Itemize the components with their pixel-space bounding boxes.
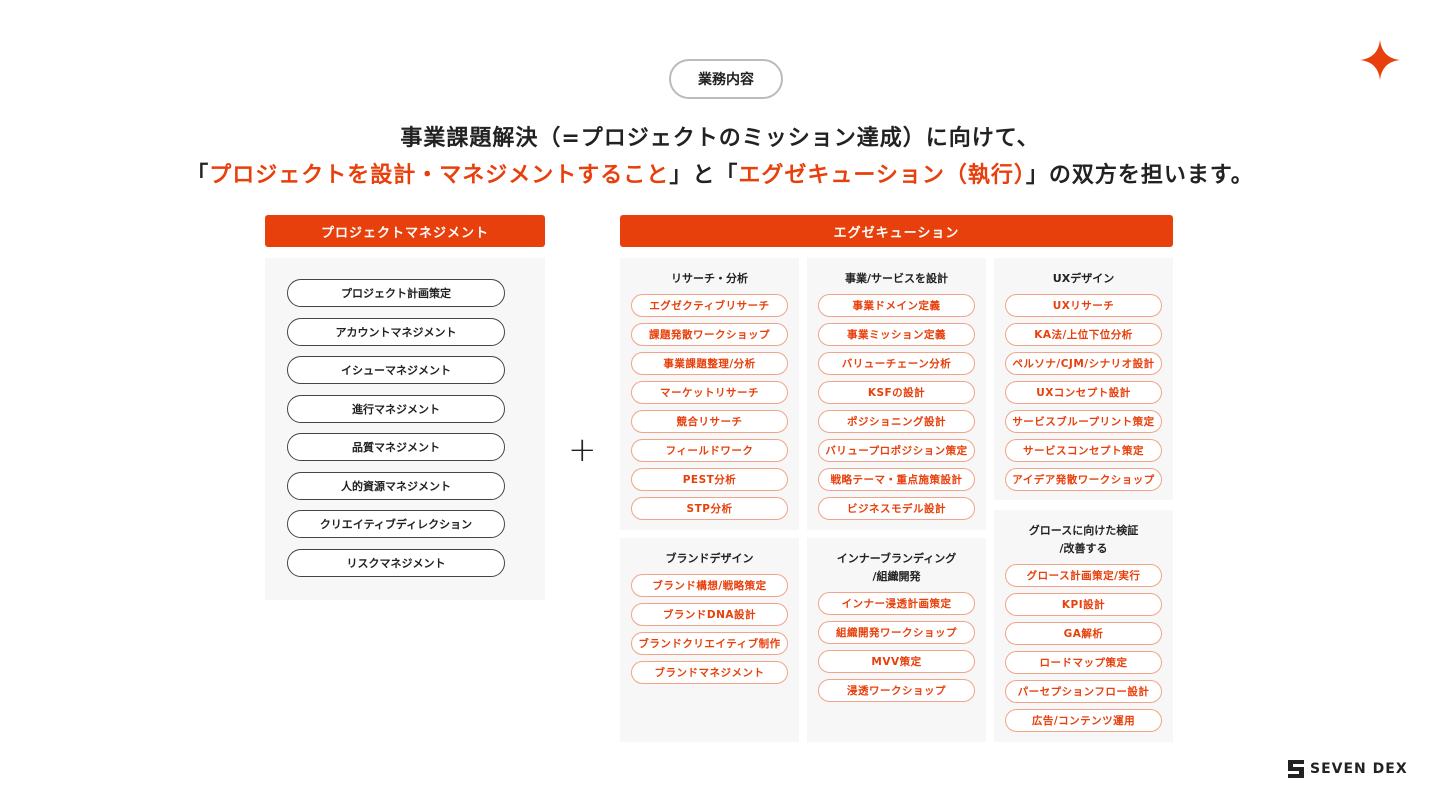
execution-item: バリュープロポジション策定 <box>818 439 975 462</box>
execution-group: UXデザイン UXリサーチ KA法/上位下位分析 ペルソナ/CJM/シナリオ設計 UXコ… <box>994 258 1173 500</box>
execution-item: GA解析 <box>1005 622 1162 645</box>
execution-item: 事業ミッション定義 <box>818 323 975 346</box>
execution-item: アイデア発散ワークショップ <box>1005 468 1162 491</box>
project-management-header: プロジェクトマネジメント <box>265 215 545 247</box>
execution-item: マーケットリサーチ <box>631 381 788 404</box>
text: 」と「 <box>669 163 739 188</box>
execution-item: 課題発散ワークショップ <box>631 323 788 346</box>
text: 「 <box>186 163 210 188</box>
execution-group: リサーチ・分析エグゼクティブリサーチ 課題発散ワークショップ 事業課題整理/分析 マー… <box>620 258 799 530</box>
execution-item: UXリサーチ <box>1005 294 1162 317</box>
sparkle-icon <box>1360 40 1400 80</box>
execution-item: 競合リサーチ <box>631 410 788 433</box>
execution-item: KPI設計 <box>1005 593 1162 616</box>
execution-item: ブランド構想/戦略策定 <box>631 574 788 597</box>
pm-item: 品質マネジメント <box>287 433 505 461</box>
pm-item: アカウントマネジメント <box>287 317 505 346</box>
pm-item: 人的資源マネジメント <box>287 471 505 500</box>
pm-item: クリエイティブディレクション <box>287 510 505 538</box>
execution-item: ペルソナ/CJM/シナリオ設計 <box>1005 352 1162 375</box>
logo: SEVEN DEX <box>1288 760 1408 778</box>
emphasis: エグゼキューション（執行） <box>738 163 1026 188</box>
execution-group: グロースに向けた検証 /改善するグロース計画策定/実行 KPI設計 GA解析ロードマ… <box>994 510 1173 742</box>
execution-item: ブランドクリエイティブ制作 <box>631 632 788 655</box>
group-title: UXデザイン <box>1052 272 1115 285</box>
execution-item: MVV策定 <box>818 650 975 673</box>
execution-item: バリューチェーン分析 <box>818 352 975 375</box>
execution-item: 組織開発ワークショップ <box>818 621 975 644</box>
emphasis: プロジェクトを設計・マネジメントすること <box>209 163 670 188</box>
section-tag: 業務内容 <box>669 59 783 99</box>
group-title: ブランドデザイン <box>665 552 754 565</box>
execution-item: サービスコンセプト策定 <box>1005 439 1162 462</box>
execution-item: ビジネスモデル設計 <box>818 497 975 520</box>
execution-item: ブランドDNA設計 <box>631 603 788 626</box>
execution-item: 広告/コンテンツ運用 <box>1005 709 1162 732</box>
headline-line2: 「プロジェクトを設計・マネジメントすること」と「エグゼキューション（執行）」の双… <box>0 157 1440 189</box>
group-title: インナーブランディング /組織開発 <box>836 552 957 583</box>
pm-item: プロジェクト計画策定 <box>287 279 505 307</box>
execution-header: エグゼキューション <box>620 215 1173 247</box>
execution-item: エグゼクティブリサーチ <box>631 294 788 317</box>
execution-item: 戦略テーマ・重点施策設計 <box>818 468 975 491</box>
execution-item: グロース計画策定/実行 <box>1005 564 1162 587</box>
execution-item: 事業課題整理/分析 <box>631 352 788 375</box>
execution-item: フィールドワーク <box>631 439 788 462</box>
execution-item: サービスブループリント策定 <box>1005 410 1162 433</box>
logo-text: SEVEN DEX <box>1310 761 1408 777</box>
execution-group: ブランドデザインブランド構想/戦略策定 ブランドDNA設計 ブランドクリエイティブ制… <box>620 538 799 742</box>
execution-item: インナー浸透計画策定 <box>818 592 975 615</box>
pm-item: 進行マネジメント <box>287 394 505 423</box>
execution-group: インナーブランディング /組織開発インナー浸透計画策定 組織開発ワークショップ MV… <box>807 538 986 742</box>
execution-item: UXコンセプト設計 <box>1005 381 1162 404</box>
execution-item: KA法/上位下位分析 <box>1005 323 1162 346</box>
execution-item: KSFの設計 <box>818 381 975 404</box>
group-title: 事業/サービスを設計 <box>844 272 949 285</box>
execution-item: 事業ドメイン定義 <box>818 294 975 317</box>
project-management-panel: プロジェクト計画策定 アカウントマネジメント イシューマネジメント 進行マネジメント品… <box>265 258 545 600</box>
execution-item: PEST分析 <box>631 468 788 491</box>
execution-item: ポジショニング設計 <box>818 410 975 433</box>
execution-group: 事業/サービスを設計事業ドメイン定義 事業ミッション定義 バリューチェーン分析 KSF… <box>807 258 986 530</box>
logo-icon <box>1288 760 1304 778</box>
pm-item: リスクマネジメント <box>287 548 505 577</box>
execution-item: パーセプションフロー設計 <box>1005 680 1162 703</box>
execution-item: STP分析 <box>631 497 788 520</box>
headline-line1: 事業課題解決（=プロジェクトのミッション達成）に向けて、 <box>400 126 1040 151</box>
pm-item: イシューマネジメント <box>287 356 505 384</box>
execution-item: ブランドマネジメント <box>631 661 788 684</box>
execution-item: 浸透ワークショップ <box>818 679 975 702</box>
group-title: グロースに向けた検証 /改善する <box>1028 524 1139 555</box>
plus-sign: + <box>568 430 597 470</box>
execution-item: ロードマップ策定 <box>1005 651 1162 674</box>
text: 」の双方を担います。 <box>1025 163 1254 188</box>
group-title: リサーチ・分析 <box>671 272 748 285</box>
